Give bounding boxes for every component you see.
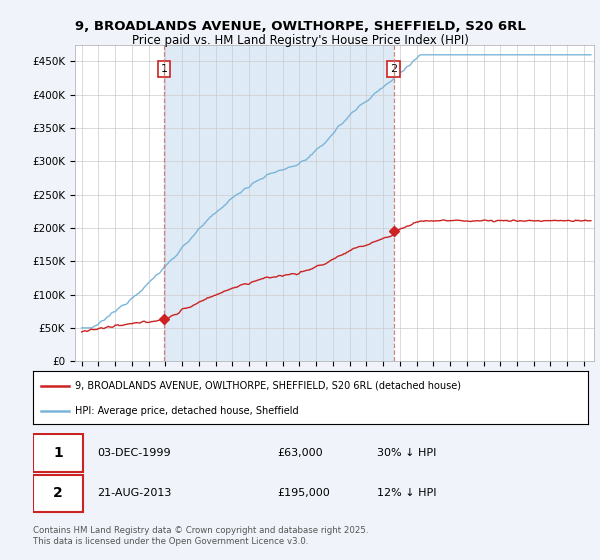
- Text: 1: 1: [53, 446, 63, 460]
- Text: 9, BROADLANDS AVENUE, OWLTHORPE, SHEFFIELD, S20 6RL (detached house): 9, BROADLANDS AVENUE, OWLTHORPE, SHEFFIE…: [74, 381, 461, 391]
- Text: 1: 1: [161, 64, 167, 74]
- Text: £63,000: £63,000: [277, 448, 323, 458]
- Text: 21-AUG-2013: 21-AUG-2013: [97, 488, 171, 498]
- Bar: [164, 45, 394, 361]
- FancyBboxPatch shape: [33, 435, 83, 472]
- Text: 2: 2: [390, 64, 397, 74]
- Text: HPI: Average price, detached house, Sheffield: HPI: Average price, detached house, Shef…: [74, 405, 298, 416]
- Text: 2: 2: [53, 486, 63, 501]
- Text: 03-DEC-1999: 03-DEC-1999: [97, 448, 170, 458]
- Text: Contains HM Land Registry data © Crown copyright and database right 2025.
This d: Contains HM Land Registry data © Crown c…: [33, 526, 368, 546]
- Text: 30% ↓ HPI: 30% ↓ HPI: [377, 448, 436, 458]
- Text: £195,000: £195,000: [277, 488, 330, 498]
- Text: 9, BROADLANDS AVENUE, OWLTHORPE, SHEFFIELD, S20 6RL: 9, BROADLANDS AVENUE, OWLTHORPE, SHEFFIE…: [74, 20, 526, 32]
- Text: Price paid vs. HM Land Registry's House Price Index (HPI): Price paid vs. HM Land Registry's House …: [131, 34, 469, 46]
- FancyBboxPatch shape: [33, 475, 83, 512]
- Text: 12% ↓ HPI: 12% ↓ HPI: [377, 488, 437, 498]
